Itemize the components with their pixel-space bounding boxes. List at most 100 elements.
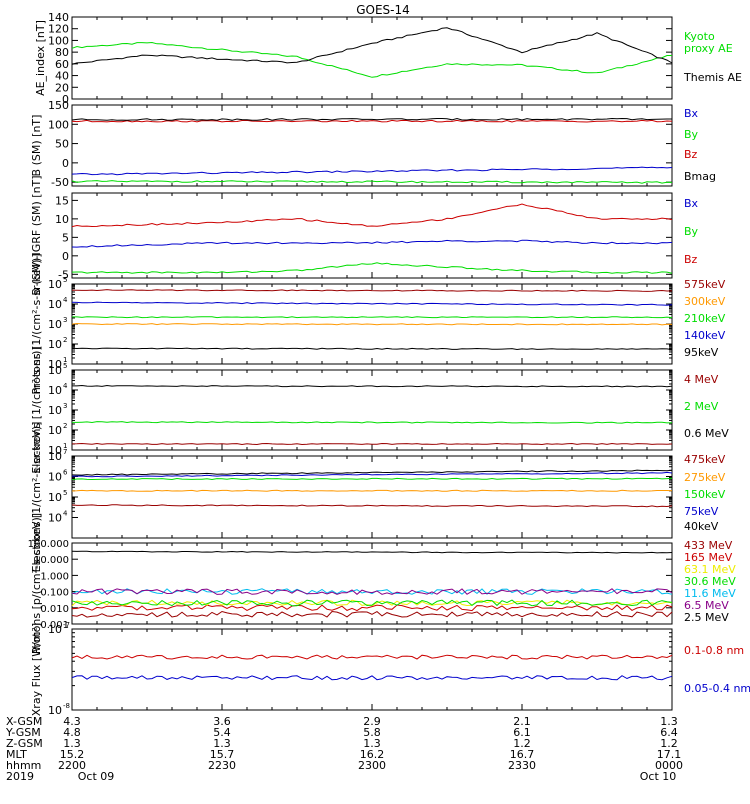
- legend-label: 575keV: [684, 278, 726, 291]
- row-label: hhmm: [6, 759, 41, 772]
- y-tick-label: 10: [48, 278, 62, 291]
- y-tick-label: 10: [48, 384, 62, 397]
- y-tick-exponent: 7: [63, 448, 67, 456]
- y-tick-label: 0.100: [40, 588, 69, 599]
- legend-label: 11.6 MeV: [684, 587, 736, 600]
- y-tick-label: 60: [55, 58, 69, 71]
- series-line: [71, 301, 673, 306]
- table-cell: 15.2: [60, 748, 85, 761]
- y-tick-exponent: 5: [63, 276, 67, 284]
- panel-frame: [71, 628, 673, 711]
- date-label: Oct 10: [640, 770, 677, 783]
- legend-label: 475keV: [684, 453, 726, 466]
- y-tick-label: 5: [62, 231, 69, 244]
- series-line: [72, 316, 673, 319]
- series-line: [71, 239, 673, 248]
- y-tick-label: 10: [55, 213, 69, 226]
- legend-label: Bz: [684, 148, 698, 161]
- series-line: [71, 347, 673, 351]
- table-cell: 16.7: [510, 748, 535, 761]
- table-cell: 0000: [655, 759, 683, 772]
- y-tick-label: 100: [48, 118, 69, 131]
- series-line: [71, 654, 673, 660]
- y-tick-exponent: 5: [63, 489, 67, 497]
- series-line: [72, 421, 673, 424]
- y-tick-label: -5: [58, 268, 69, 281]
- table-cell: 1.3: [213, 737, 231, 750]
- y-tick-exponent: 1: [63, 442, 67, 450]
- legend-label: 6.5 MeV: [684, 599, 729, 612]
- legend-label: 0.1-0.8 nm: [684, 644, 744, 657]
- table-cell: 1.3: [363, 737, 381, 750]
- table-cell: 2200: [58, 759, 86, 772]
- y-tick-label: 100: [48, 34, 69, 47]
- y-tick-label: 10: [48, 338, 62, 351]
- y-tick-label: 10: [48, 450, 62, 463]
- y-tick-label: 10: [48, 623, 62, 636]
- table-cell: 1.2: [513, 737, 531, 750]
- series-line: [71, 119, 673, 123]
- legend-label: 95keV: [684, 346, 719, 359]
- legend-label: 140keV: [684, 329, 726, 342]
- series-line: [71, 599, 673, 607]
- series-line: [71, 442, 673, 446]
- y-axis-label: Electrons [1/(cm²-s-sr-keV)]: [30, 422, 43, 573]
- y-tick-label: 10.000: [34, 555, 69, 566]
- y-tick-exponent: 5: [63, 362, 67, 370]
- legend-label: 210keV: [684, 312, 726, 325]
- table-cell: 1.3: [660, 715, 678, 728]
- series-line: [71, 203, 673, 228]
- panel-frame: [71, 16, 673, 100]
- legend-label: By: [684, 225, 699, 238]
- y-tick-exponent: -8: [63, 702, 70, 710]
- y-tick-exponent: 2: [63, 336, 67, 344]
- y-tick-label: 0: [62, 157, 69, 170]
- panel-frame: [71, 369, 673, 451]
- row-label: Y-GSM: [5, 726, 41, 739]
- table-cell: 3.6: [213, 715, 231, 728]
- legend-label: 40keV: [684, 520, 719, 533]
- y-tick-label: 10: [48, 364, 62, 377]
- table-cell: 1.3: [63, 737, 81, 750]
- table-cell: 6.4: [660, 726, 678, 739]
- series-line: [71, 41, 672, 78]
- row-label: X-GSM: [6, 715, 42, 728]
- series-line: [71, 117, 672, 121]
- series-line: [72, 384, 673, 388]
- legend-label: Bx: [684, 197, 699, 210]
- row-label: MLT: [6, 748, 27, 761]
- table-cell: 2300: [358, 759, 386, 772]
- y-tick-label: 20: [55, 81, 69, 94]
- legend-label: Bmag: [684, 170, 716, 183]
- panel-frame: [71, 455, 673, 539]
- y-tick-label: 140: [48, 11, 69, 24]
- y-tick-label: 10: [48, 512, 62, 525]
- date-label: Oct 09: [78, 770, 115, 783]
- table-cell: 5.4: [213, 726, 231, 739]
- y-tick-label: 10: [48, 444, 62, 457]
- series-line: [71, 588, 673, 595]
- y-tick-exponent: -7: [63, 621, 70, 629]
- y-axis-label: Protons [p/(cm²-s-sr-keV)]: [30, 513, 43, 654]
- y-tick-label: 120: [48, 23, 69, 36]
- table-cell: 6.1: [513, 726, 531, 739]
- legend-label: 2.5 MeV: [684, 611, 729, 624]
- legend-label: By: [684, 128, 699, 141]
- legend-label: 0.6 MeV: [684, 427, 729, 440]
- legend-label: 4 MeV: [684, 373, 719, 386]
- row-label: 2019: [6, 770, 34, 783]
- y-tick-label: 10: [48, 358, 62, 371]
- series-line: [71, 27, 673, 65]
- legend-label: Kyoto: [684, 30, 715, 43]
- series-line: [71, 166, 673, 176]
- table-cell: 5.8: [363, 726, 381, 739]
- y-tick-label: 40: [55, 70, 69, 83]
- y-tick-label: 15: [55, 194, 69, 207]
- table-cell: 2330: [508, 759, 536, 772]
- legend-label: 165 MeV: [684, 551, 733, 564]
